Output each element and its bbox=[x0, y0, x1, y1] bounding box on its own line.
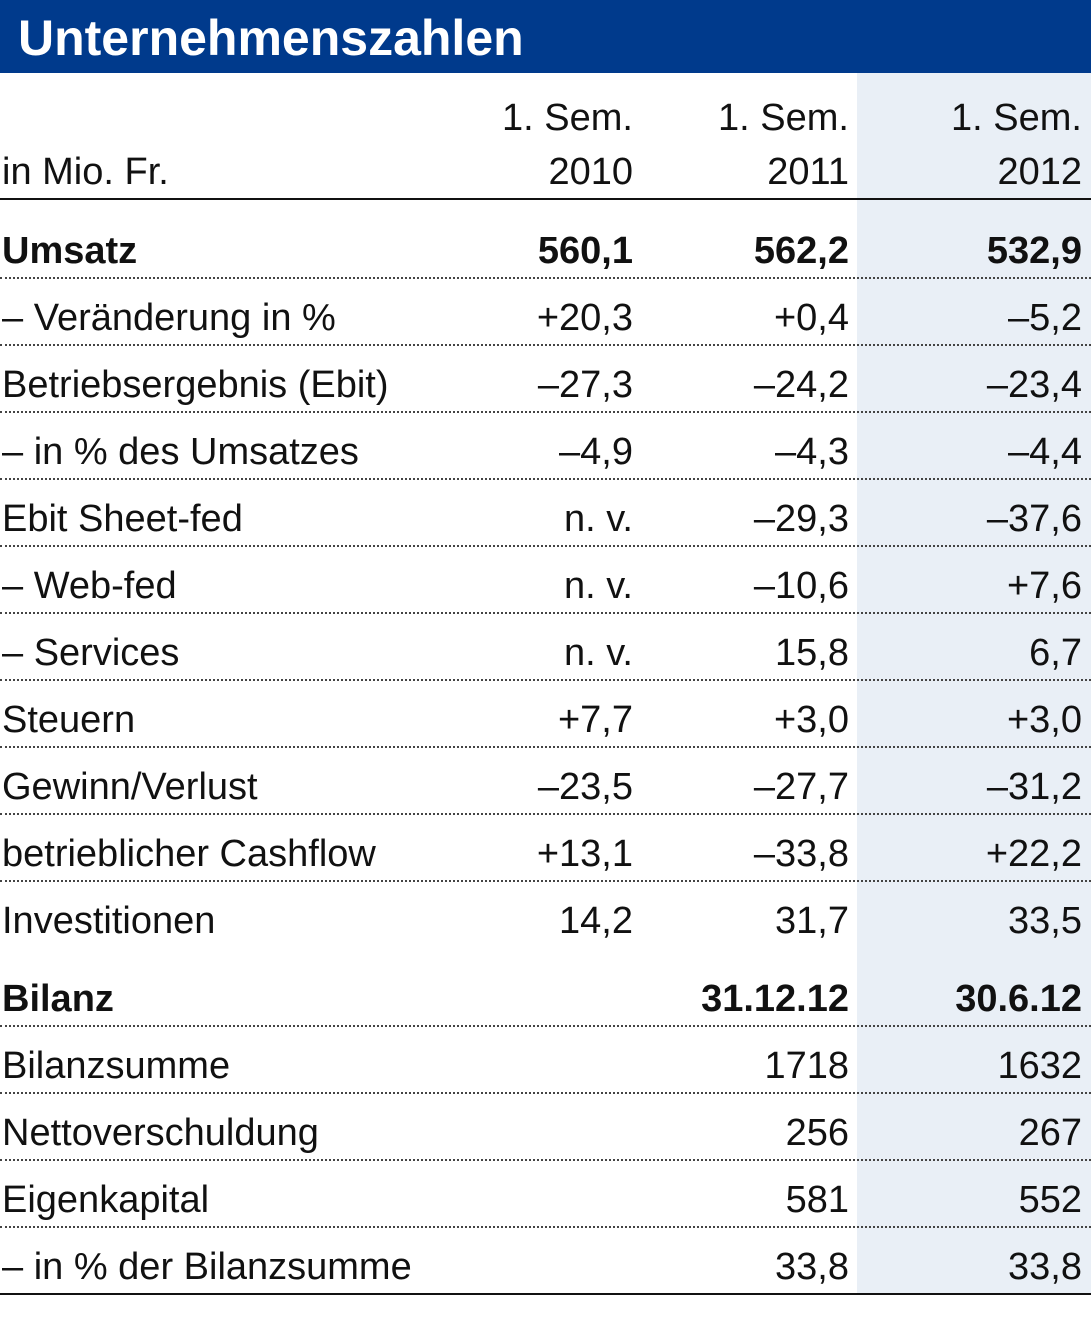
row-label: Steuern bbox=[2, 699, 136, 741]
cell-2012: 6,7 bbox=[1029, 632, 1082, 674]
cell-2011: –27,7 bbox=[753, 766, 849, 808]
cell-2011: 31,7 bbox=[775, 900, 849, 942]
col-header-3-line2: 2012 bbox=[997, 151, 1082, 193]
header-rule bbox=[0, 198, 1091, 200]
row-divider bbox=[0, 612, 1091, 614]
row-label: Ebit Sheet-fed bbox=[2, 498, 243, 540]
cell-2010: +7,7 bbox=[557, 699, 633, 741]
cell-2011: 562,2 bbox=[753, 230, 849, 272]
title-bar: Unternehmenszahlen bbox=[0, 0, 1091, 73]
table-bottom-rule bbox=[0, 1293, 1091, 1295]
cell-31-12-12: 581 bbox=[785, 1179, 849, 1221]
cell-31-12-12: 256 bbox=[785, 1112, 849, 1154]
cell-2011: –4,3 bbox=[775, 431, 849, 473]
col-header-3-line1: 1. Sem. bbox=[951, 97, 1082, 139]
cell-2010: n. v. bbox=[564, 632, 633, 674]
bilanz-date-2: 30.6.12 bbox=[955, 978, 1082, 1020]
highlight-column-2012 bbox=[857, 73, 1091, 1295]
cell-2012: –4,4 bbox=[1008, 431, 1082, 473]
cell-31-12-12: 33,8 bbox=[775, 1246, 849, 1288]
col-header-1-line2: 2010 bbox=[548, 151, 633, 193]
cell-2012: +22,2 bbox=[985, 833, 1082, 875]
row-label: – Veränderung in % bbox=[2, 297, 336, 339]
cell-2011: –33,8 bbox=[753, 833, 849, 875]
row-label: – in % der Bilanzsumme bbox=[2, 1246, 412, 1288]
row-divider bbox=[0, 1159, 1091, 1161]
cell-2011: 15,8 bbox=[775, 632, 849, 674]
row-divider bbox=[0, 746, 1091, 748]
cell-30-6-12: 1632 bbox=[997, 1045, 1082, 1087]
cell-2011: +3,0 bbox=[773, 699, 849, 741]
row-label: – Services bbox=[2, 632, 180, 674]
row-divider bbox=[0, 1025, 1091, 1027]
cell-2010: –4,9 bbox=[559, 431, 633, 473]
cell-30-6-12: 267 bbox=[1018, 1112, 1082, 1154]
cell-2010: –27,3 bbox=[537, 364, 633, 406]
row-label: Gewinn/Verlust bbox=[2, 766, 258, 808]
cell-2010: n. v. bbox=[564, 565, 633, 607]
row-divider bbox=[0, 1226, 1091, 1228]
cell-2012: 532,9 bbox=[986, 230, 1082, 272]
row-divider bbox=[0, 679, 1091, 681]
cell-2011: –10,6 bbox=[753, 565, 849, 607]
cell-2012: –31,2 bbox=[986, 766, 1082, 808]
cell-2012: –37,6 bbox=[986, 498, 1082, 540]
row-label: – in % des Umsatzes bbox=[2, 431, 359, 473]
row-divider bbox=[0, 344, 1091, 346]
cell-2011: +0,4 bbox=[773, 297, 849, 339]
unit-label: in Mio. Fr. bbox=[2, 151, 169, 193]
row-divider bbox=[0, 880, 1091, 882]
row-divider bbox=[0, 478, 1091, 480]
row-divider bbox=[0, 813, 1091, 815]
row-label: Betriebsergebnis (Ebit) bbox=[2, 364, 389, 406]
row-label: Bilanzsumme bbox=[2, 1045, 231, 1087]
col-header-2-line2: 2011 bbox=[767, 151, 849, 193]
cell-2012: –5,2 bbox=[1008, 297, 1082, 339]
cell-2012: +7,6 bbox=[1006, 565, 1082, 607]
bilanz-label: Bilanz bbox=[2, 978, 114, 1020]
row-label: Eigenkapital bbox=[2, 1179, 210, 1221]
cell-31-12-12: 1718 bbox=[764, 1045, 849, 1087]
cell-2011: –24,2 bbox=[753, 364, 849, 406]
cell-2010: n. v. bbox=[564, 498, 633, 540]
cell-2010: 560,1 bbox=[537, 230, 633, 272]
row-label: Investitionen bbox=[2, 900, 216, 942]
cell-2010: +20,3 bbox=[536, 297, 633, 339]
row-divider bbox=[0, 1092, 1091, 1094]
col-header-1-line1: 1. Sem. bbox=[502, 97, 633, 139]
col-header-2-line1: 1. Sem. bbox=[718, 97, 849, 139]
cell-2012: 33,5 bbox=[1008, 900, 1082, 942]
row-divider bbox=[0, 277, 1091, 279]
cell-2011: –29,3 bbox=[753, 498, 849, 540]
cell-2010: +13,1 bbox=[536, 833, 633, 875]
cell-2010: 14,2 bbox=[559, 900, 633, 942]
row-label: Umsatz bbox=[2, 230, 138, 272]
row-divider bbox=[0, 545, 1091, 547]
bilanz-date-1: 31.12.12 bbox=[701, 978, 849, 1020]
row-divider bbox=[0, 411, 1091, 413]
page-title: Unternehmenszahlen bbox=[18, 10, 524, 66]
row-label: Nettoverschuldung bbox=[2, 1112, 319, 1154]
cell-2012: +3,0 bbox=[1006, 699, 1082, 741]
row-label: betrieblicher Cashflow bbox=[2, 833, 376, 875]
row-label: – Web-fed bbox=[2, 565, 177, 607]
cell-2010: –23,5 bbox=[537, 766, 633, 808]
cell-2012: –23,4 bbox=[986, 364, 1082, 406]
cell-30-6-12: 33,8 bbox=[1008, 1246, 1082, 1288]
cell-30-6-12: 552 bbox=[1018, 1179, 1082, 1221]
